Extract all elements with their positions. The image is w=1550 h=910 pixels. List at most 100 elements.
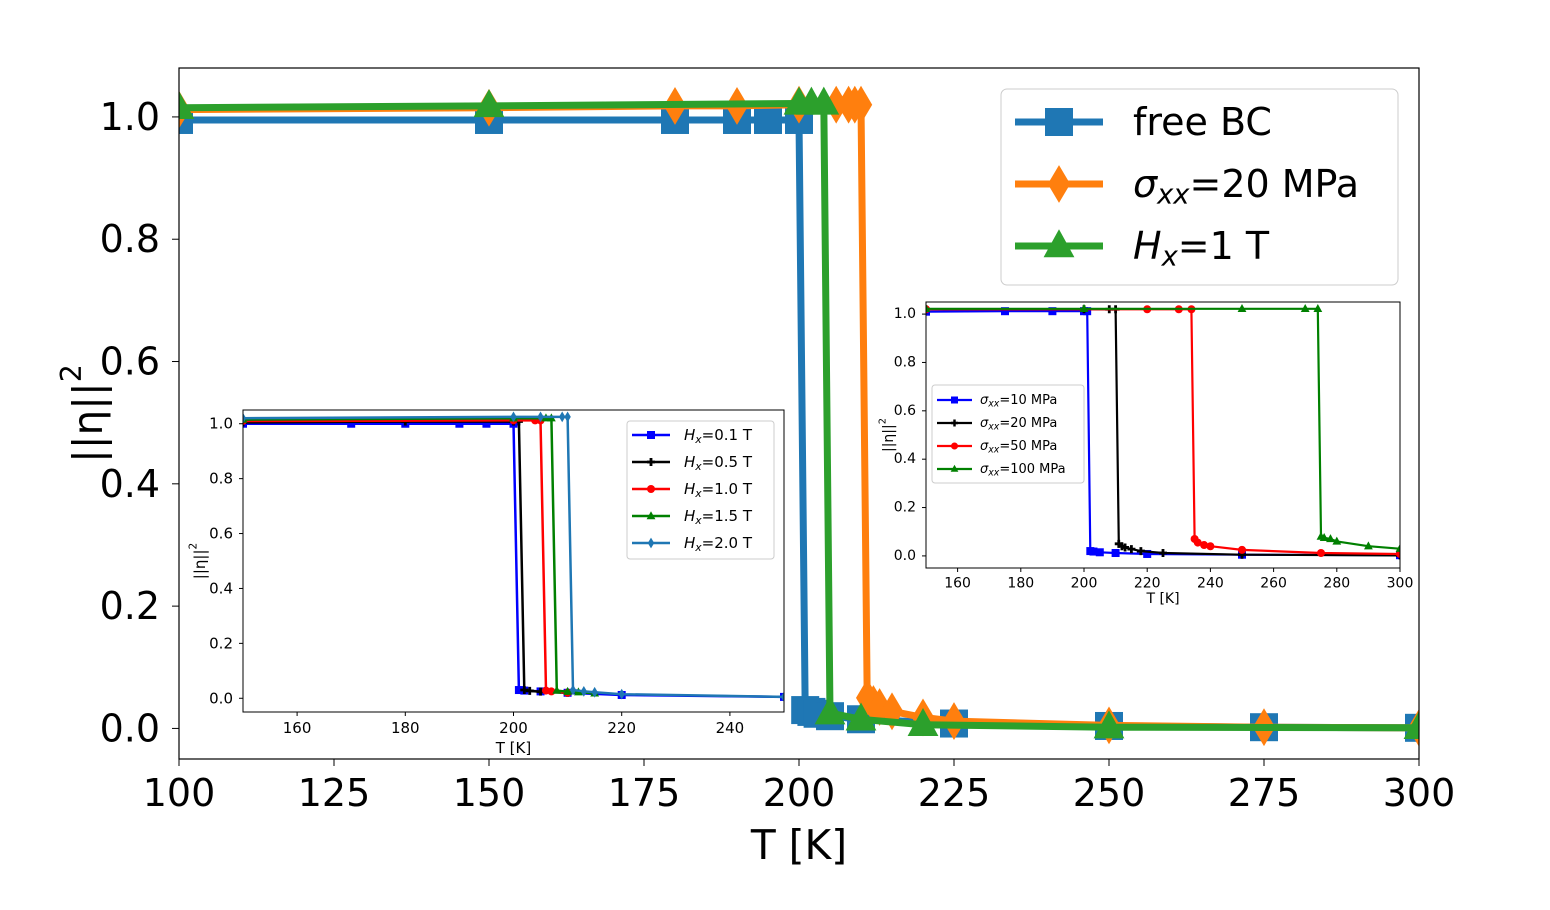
inset_stress-series-0-point — [1111, 549, 1120, 558]
inset_stress-x-tick-label: 300 — [1387, 576, 1414, 592]
inset_stress-legend-label-3: σxx=100 MPa — [980, 462, 1066, 479]
inset_field-series-4-point — [780, 691, 784, 703]
inset_field-series-4-point — [564, 411, 571, 423]
inset_field-series-0-point — [514, 686, 523, 695]
main-legend-label-2: Hx=1 T — [1133, 224, 1270, 272]
inset_stress-series-1-point — [1136, 547, 1145, 556]
inset_stress-series-2-point — [1193, 538, 1202, 547]
inset_field-legend-label-4: Hx=2.0 T — [684, 534, 753, 554]
inset_stress-y-axis-label: ||η||2 — [877, 418, 897, 452]
inset_field-x-axis-label: T [K] — [495, 739, 531, 757]
main-series-2-point — [814, 696, 846, 725]
main-legend-label-1: σxx=20 MPa — [1133, 162, 1359, 210]
main-x-tick-label: 200 — [763, 771, 836, 815]
inset_stress-legend-marker-0 — [951, 396, 958, 404]
inset_stress-series-0-point — [1095, 548, 1104, 557]
inset_stress-series-1-point — [1159, 549, 1167, 558]
inset_field-legend-marker-4 — [647, 537, 655, 549]
inset_stress-series-1-point — [1127, 545, 1136, 554]
main-x-tick-label: 150 — [453, 771, 526, 815]
inset_field-x-tick-label: 220 — [607, 719, 636, 737]
inset_stress-y-tick-label: 0.2 — [894, 500, 916, 516]
main-series-1-point — [849, 85, 873, 124]
main-series-1-point — [868, 688, 891, 726]
inset_field-legend-label-2: Hx=1.0 T — [684, 480, 753, 500]
inset_field-y-tick-label: 0.2 — [209, 634, 233, 652]
main-series-1-point — [942, 702, 966, 740]
inset_field-series-4-line — [243, 415, 784, 699]
main-series-2-point — [1093, 710, 1125, 739]
inset_stress-x-tick-label: 240 — [1197, 576, 1224, 592]
main-x-axis-label: T [K] — [750, 821, 847, 869]
inset_field-y-tick-label: 0.4 — [209, 579, 233, 597]
inset_field-series-0-point — [482, 419, 491, 428]
inset_stress-legend-marker-1 — [951, 419, 958, 427]
main-series-0-point — [754, 105, 782, 134]
inset_field-legend-marker-2 — [647, 485, 655, 493]
inset_stress-y-tick-label: 0.4 — [894, 451, 916, 467]
inset_stress-y-tick-label: 0.0 — [894, 548, 916, 564]
main-x-tick-label: 225 — [918, 771, 991, 815]
inset_stress-series-3-point — [1237, 303, 1247, 312]
inset_stress-series-3-point — [1313, 303, 1323, 312]
inset_stress-legend: σxx=10 MPa σxx=20 MPa σxx=50 MPa σxx=100 MP… — [931, 384, 1085, 484]
inset_stress-axes-frame — [925, 301, 1401, 569]
inset_stress-series-3-point — [926, 303, 931, 312]
inset_stress-series-2-point — [1206, 542, 1215, 551]
inset_field-legend-box — [626, 420, 775, 560]
main-series-2-point — [1403, 711, 1419, 740]
main-x-tick-label: 125 — [298, 771, 371, 815]
inset_field-series-4-point — [580, 686, 588, 697]
main-series-2-point — [179, 90, 195, 119]
main-y-axis-label: ||η||2 — [54, 364, 112, 463]
main-y-tick-label: 0.2 — [100, 584, 160, 628]
inset_stress-y-tick-label: 1.0 — [894, 306, 916, 322]
main-x-tick-label: 250 — [1073, 771, 1146, 815]
inset_field-y-axis-label: ||η||2 — [187, 543, 209, 579]
inset_field-series-4-point — [243, 412, 247, 424]
inset_stress-series-0-point — [1089, 547, 1098, 556]
inset_stress-legend-label-1: σxx=20 MPa — [980, 416, 1057, 433]
main-series-2-point — [845, 702, 877, 731]
main-y-tick-label: 0.4 — [100, 462, 160, 506]
inset_stress-series-2-point — [1396, 549, 1400, 558]
inset_field-series-4-point — [569, 684, 577, 696]
inset_field-legend: Hx=0.1 T Hx=0.5 T Hx=1.0 T Hx=1.5 T Hx=2.0 T — [626, 420, 775, 560]
inset_field-x-tick-label: 240 — [716, 719, 745, 737]
main-x-tick-label: 300 — [1383, 771, 1456, 815]
inset_stress-legend-label-0: σxx=10 MPa — [980, 393, 1057, 410]
inset_stress-series-1-point — [1121, 543, 1130, 552]
main-series-group — [179, 85, 1419, 747]
inset_stress-series-3-point — [1079, 303, 1089, 312]
inset_stress-series-2-point — [1317, 549, 1325, 558]
inset_stress-legend-label-2: σxx=50 MPa — [980, 439, 1057, 456]
main-x-tick-label: 175 — [608, 771, 681, 815]
inset_stress-series-3-point — [1300, 303, 1310, 312]
inset_field-series-group — [243, 411, 784, 703]
main-series-2-point — [473, 89, 505, 118]
inset_stress-series-3-point — [1332, 536, 1342, 545]
inset_field-chart: 160 180 200 220 240 0.0 0.2 0.4 0.6 0.8 1.0 T [K] ||… — [187, 409, 785, 757]
inset_stress-series-0-point — [1048, 307, 1057, 316]
inset_stress-x-tick-label: 160 — [944, 576, 971, 592]
inset_field-legend-label-0: Hx=0.1 T — [684, 426, 753, 446]
inset_stress-x-tick-label: 180 — [1007, 576, 1034, 592]
inset_stress-series-2-point — [1238, 545, 1246, 554]
inset_field-legend-marker-1 — [647, 458, 655, 466]
inset_stress-x-axis-label: T [K] — [1145, 591, 1179, 607]
inset_field-y-tick-label: 0.8 — [209, 470, 233, 488]
inset_field-series-4-point — [510, 411, 517, 423]
main-legend-marker-0 — [1045, 108, 1073, 136]
inset_stress-series-0-point — [1001, 307, 1009, 316]
inset_stress-x-tick-label: 280 — [1323, 576, 1350, 592]
main-x-tick-label: 275 — [1228, 771, 1301, 815]
main-series-2-line — [179, 100, 1419, 732]
inset_stress-series-group — [926, 303, 1400, 560]
inset_field-series-4-point — [558, 411, 566, 423]
inset_stress-series-2-point — [1200, 541, 1209, 550]
inset_stress-y-tick-label: 0.8 — [894, 354, 916, 370]
inset_field-y-tick-label: 0.0 — [209, 689, 233, 707]
inset_field-series-4-point — [618, 688, 625, 700]
main-legend-label-0: free BC — [1133, 100, 1272, 144]
